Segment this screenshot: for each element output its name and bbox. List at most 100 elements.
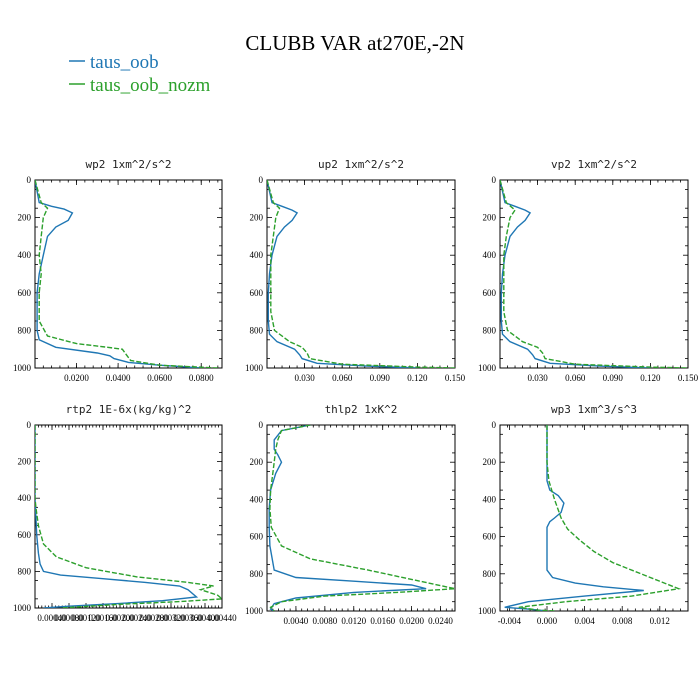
y-tick-label: 0 <box>259 175 264 185</box>
x-tick-label: 0.012 <box>650 616 670 626</box>
series-line-taus-oob <box>268 425 427 611</box>
panel-title: rtp2 1E-6x(kg/kg)^2 <box>66 403 192 416</box>
x-tick-label: 0.00040 <box>37 613 67 623</box>
plot-frame <box>34 424 223 609</box>
y-tick-label: 600 <box>483 288 497 298</box>
x-tick-label: 0.00240 <box>122 613 152 623</box>
x-tick-label: 0.150 <box>445 373 466 383</box>
panel-6: wp3 1xm^3/s^3 0 200 400 600 800 1000-0.004 0.00… <box>478 403 689 626</box>
x-tick-label: 0.0600 <box>147 373 172 383</box>
x-tick-label: 0.0120 <box>341 616 366 626</box>
y-tick-label: 1000 <box>13 603 32 613</box>
series-line-taus-oob-nozm <box>500 180 688 368</box>
x-tick-label: 0.060 <box>332 373 353 383</box>
x-tick-label: 0.0200 <box>64 373 89 383</box>
x-tick-label: -0.004 <box>498 616 522 626</box>
x-tick-label: 0.00440 <box>207 613 237 623</box>
series-line-taus-oob <box>35 180 202 368</box>
y-tick-label: 800 <box>18 325 32 335</box>
x-tick-label: 0.030 <box>527 373 548 383</box>
series-line-taus-oob-nozm <box>267 180 455 368</box>
series-line-taus-oob-nozm <box>35 425 222 608</box>
y-tick-label: 800 <box>483 325 497 335</box>
series-line-taus-oob-nozm <box>518 425 682 611</box>
legend-label-taus-oob-nozm: taus_oob_nozm <box>90 75 211 96</box>
x-tick-label: 0.150 <box>678 373 699 383</box>
y-tick-label: 0 <box>492 175 497 185</box>
y-tick-label: 600 <box>18 288 32 298</box>
y-tick-label: 1000 <box>13 363 32 373</box>
x-tick-label: 0.004 <box>574 616 595 626</box>
y-tick-label: 200 <box>483 213 497 223</box>
y-tick-label: 600 <box>483 532 497 542</box>
y-tick-label: 800 <box>18 566 32 576</box>
y-tick-label: 200 <box>483 457 497 467</box>
x-tick-label: 0.030 <box>294 373 315 383</box>
y-tick-label: 200 <box>18 457 32 467</box>
panel-title: vp2 1xm^2/s^2 <box>551 158 637 171</box>
y-tick-label: 1000 <box>245 606 264 616</box>
panels: wp2 1xm^2/s^2 0 200 400 600 800 1000 0.0200 0.04… <box>13 158 699 626</box>
y-tick-label: 400 <box>483 250 497 260</box>
y-tick-label: 600 <box>250 532 264 542</box>
panel-3: vp2 1xm^2/s^2 0 200 400 600 800 1000 0.030 0.060… <box>478 158 699 383</box>
y-tick-label: 800 <box>483 569 497 579</box>
x-tick-label: 0.0200 <box>399 616 424 626</box>
x-tick-label: 0.120 <box>407 373 428 383</box>
y-tick-label: 200 <box>250 213 264 223</box>
panel-5: thlp2 1xK^2 0 200 400 600 800 1000 0.0040 0.0080… <box>245 403 456 626</box>
plot-frame <box>499 424 689 612</box>
panel-4: rtp2 1E-6x(kg/kg)^2 0 200 400 600 800 1000 0.00… <box>13 403 237 623</box>
y-tick-label: 800 <box>250 325 264 335</box>
x-tick-label: 0.090 <box>603 373 624 383</box>
y-tick-label: 200 <box>18 213 32 223</box>
x-tick-label: 0.0080 <box>312 616 337 626</box>
panel-title: wp3 1xm^3/s^3 <box>551 403 637 416</box>
series-line-taus-oob <box>500 180 651 368</box>
y-tick-label: 400 <box>250 250 264 260</box>
plot-frame <box>34 179 223 369</box>
plot-frame <box>266 424 456 612</box>
y-tick-label: 200 <box>250 457 264 467</box>
x-tick-label: 0.0040 <box>284 616 309 626</box>
x-tick-label: 0.008 <box>612 616 633 626</box>
x-tick-label: 0.0400 <box>106 373 131 383</box>
x-tick-label: 0.00120 <box>71 613 101 623</box>
x-tick-label: 0.0240 <box>428 616 453 626</box>
y-tick-label: 600 <box>18 530 32 540</box>
plot-frame <box>499 179 689 369</box>
panel-2: up2 1xm^2/s^2 0 200 400 600 800 1000 0.030 0.060… <box>245 158 466 383</box>
x-tick-label: 0.0800 <box>189 373 214 383</box>
series-line-taus-oob <box>35 425 199 608</box>
plot-frame <box>266 179 456 369</box>
y-tick-label: 0 <box>27 175 32 185</box>
y-tick-label: 0 <box>27 420 32 430</box>
x-tick-label: 0.00160 <box>88 613 118 623</box>
panel-1: wp2 1xm^2/s^2 0 200 400 600 800 1000 0.0200 0.04… <box>13 158 223 383</box>
x-tick-label: 0.120 <box>640 373 661 383</box>
y-tick-label: 1000 <box>478 606 497 616</box>
x-tick-label: 0.060 <box>565 373 586 383</box>
x-tick-label: 0.00280 <box>139 613 169 623</box>
panel-title: thlp2 1xK^2 <box>325 403 398 416</box>
y-tick-label: 1000 <box>245 363 264 373</box>
legend-label-taus-oob: taus_oob <box>90 52 159 73</box>
series-line-taus-oob <box>267 180 418 368</box>
series-line-taus-oob-nozm <box>35 180 218 368</box>
y-tick-label: 600 <box>250 288 264 298</box>
panel-title: up2 1xm^2/s^2 <box>318 158 404 171</box>
x-tick-label: 0.00320 <box>156 613 186 623</box>
y-tick-label: 400 <box>18 250 32 260</box>
x-tick-label: 0.00080 <box>54 613 84 623</box>
y-tick-label: 1000 <box>478 363 497 373</box>
x-tick-label: 0.00400 <box>190 613 220 623</box>
y-tick-label: 800 <box>250 569 264 579</box>
y-tick-label: 400 <box>250 494 264 504</box>
x-tick-label: 0.0160 <box>370 616 395 626</box>
x-tick-label: 0.00360 <box>173 613 203 623</box>
x-tick-label: 0.090 <box>370 373 391 383</box>
legend: taus_oob taus_oob_nozm <box>69 52 211 96</box>
y-tick-label: 400 <box>483 494 497 504</box>
figure-title: CLUBB VAR at270E,-2N <box>245 31 464 55</box>
